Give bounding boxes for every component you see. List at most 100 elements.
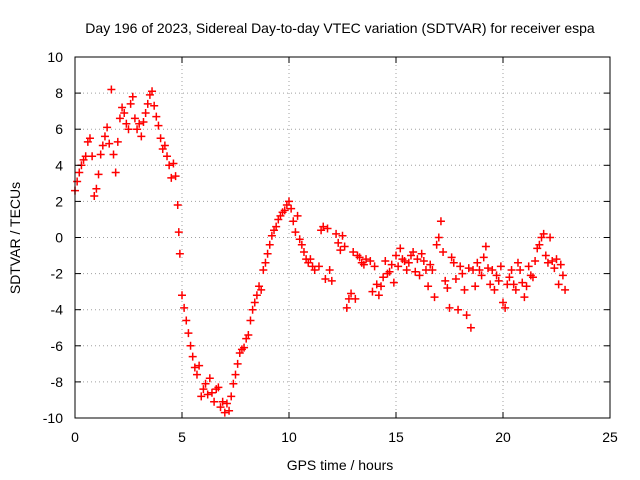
data-point — [417, 249, 426, 258]
data-point — [327, 276, 336, 285]
y-tick-label: -2 — [51, 266, 64, 282]
y-axis-label: SDTVAR / TECUs — [7, 182, 23, 294]
data-point — [381, 256, 390, 265]
data-point — [434, 233, 443, 242]
data-point — [287, 204, 296, 213]
data-point — [507, 265, 516, 274]
data-point — [473, 258, 482, 267]
data-point — [299, 247, 308, 256]
data-point — [543, 258, 552, 267]
data-point — [488, 265, 497, 274]
data-point — [443, 284, 452, 293]
data-point — [400, 256, 409, 265]
data-point — [541, 251, 550, 260]
data-point — [285, 197, 293, 206]
data-point — [531, 256, 540, 265]
data-point — [475, 265, 484, 274]
data-point — [501, 303, 510, 312]
data-point — [186, 341, 195, 350]
data-point — [366, 256, 375, 265]
data-point — [462, 311, 471, 320]
data-point — [518, 278, 527, 287]
x-tick-label: 25 — [602, 429, 618, 445]
data-point — [293, 211, 302, 220]
data-point — [199, 385, 208, 394]
y-tick-label: 10 — [47, 49, 63, 65]
data-point — [411, 267, 420, 276]
y-tick-label: 2 — [55, 193, 63, 209]
data-point — [336, 246, 345, 255]
data-point — [188, 352, 197, 361]
data-point — [122, 119, 131, 128]
data-point — [520, 293, 529, 302]
data-point — [451, 275, 460, 284]
data-point — [118, 103, 127, 112]
data-point — [447, 253, 456, 262]
data-point — [439, 247, 448, 256]
data-point — [359, 260, 368, 269]
data-point — [387, 260, 396, 269]
data-point — [430, 293, 439, 302]
data-point — [460, 285, 469, 294]
data-point — [441, 276, 450, 285]
data-point — [105, 139, 114, 148]
data-point — [201, 379, 210, 388]
data-point — [347, 289, 356, 298]
y-tick-label: -4 — [51, 302, 64, 318]
data-point — [115, 114, 124, 123]
data-point — [203, 390, 212, 399]
y-tick-label: -8 — [51, 374, 64, 390]
data-point — [229, 379, 238, 388]
data-point — [297, 240, 306, 249]
data-point — [379, 273, 388, 282]
data-point — [246, 316, 255, 325]
data-point — [334, 238, 343, 247]
data-point — [100, 132, 109, 141]
data-point — [396, 244, 405, 253]
data-point — [481, 242, 490, 251]
data-point — [152, 112, 161, 121]
y-tick-label: 6 — [55, 121, 63, 137]
data-point — [325, 265, 334, 274]
data-point — [165, 161, 174, 170]
data-point — [267, 231, 276, 240]
data-point — [214, 383, 223, 392]
data-point — [148, 87, 157, 96]
data-point — [252, 291, 261, 300]
data-point — [552, 255, 561, 264]
data-point — [109, 150, 118, 159]
data-point — [216, 403, 225, 412]
data-point — [139, 117, 148, 126]
data-point — [436, 217, 445, 226]
data-point — [479, 253, 488, 262]
data-point — [449, 258, 458, 267]
grid — [75, 57, 610, 418]
data-point — [248, 305, 257, 314]
x-tick-label: 15 — [388, 429, 404, 445]
x-tick-label: 10 — [281, 429, 297, 445]
data-point — [265, 240, 274, 249]
data-point — [516, 265, 525, 274]
data-point — [137, 132, 146, 141]
data-point — [220, 408, 229, 417]
data-point — [210, 397, 219, 406]
data-point — [319, 222, 328, 231]
data-point — [389, 278, 398, 287]
data-point — [227, 392, 236, 401]
data-point — [548, 256, 557, 265]
data-point — [496, 262, 505, 271]
data-point — [90, 191, 99, 200]
data-point — [306, 255, 315, 264]
data-point — [120, 108, 129, 117]
x-tick-label: 0 — [71, 429, 79, 445]
data-point — [233, 359, 242, 368]
y-tick-label: 0 — [55, 230, 63, 246]
data-point — [175, 249, 184, 258]
data-point — [257, 285, 266, 294]
data-point — [163, 152, 172, 161]
data-point — [195, 361, 204, 370]
data-point — [240, 343, 249, 352]
data-point — [272, 222, 281, 231]
data-point — [171, 172, 180, 181]
